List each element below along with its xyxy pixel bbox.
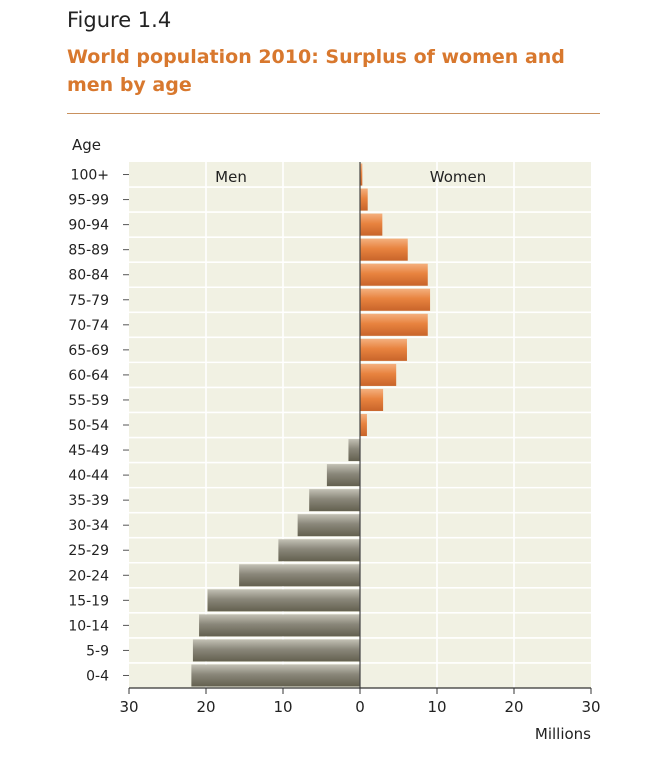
bar-0-4 — [191, 664, 360, 687]
bar-95-99 — [360, 188, 368, 211]
chart-title: World population 2010: Surplus of women … — [67, 46, 565, 96]
bar-5-9 — [192, 639, 360, 662]
x-tick-label: 10 — [427, 698, 446, 716]
y-tick-label: 40-44 — [68, 468, 109, 484]
women-side-label: Women — [430, 168, 486, 186]
x-tick-label: 20 — [196, 698, 215, 716]
y-tick-label: 55-59 — [68, 393, 109, 409]
y-tick-label: 100+ — [71, 168, 109, 184]
y-tick-label: 60-64 — [68, 368, 109, 384]
y-tick-label: 35-39 — [68, 493, 109, 509]
bar-80-84 — [360, 263, 428, 286]
bar-25-29 — [278, 539, 360, 562]
y-tick-label: 70-74 — [68, 318, 109, 334]
x-tick-label: 30 — [581, 698, 600, 716]
y-tick-label: 15-19 — [68, 593, 109, 609]
x-tick-label: 20 — [504, 698, 523, 716]
x-axis-title: Millions — [535, 725, 591, 743]
y-tick-label: 75-79 — [68, 293, 109, 309]
bar-10-14 — [199, 614, 360, 637]
y-tick-label: 85-89 — [68, 243, 109, 259]
figure-label: Figure 1.4 — [67, 8, 172, 32]
y-tick-label: 80-84 — [68, 268, 109, 284]
y-tick-label: 5-9 — [86, 643, 109, 659]
bar-45-49 — [348, 439, 360, 462]
bar-50-54 — [360, 413, 367, 437]
y-tick-label: 45-49 — [68, 443, 109, 459]
bar-90-94 — [360, 213, 383, 236]
y-tick-label: 90-94 — [68, 218, 109, 234]
bar-20-24 — [239, 564, 360, 587]
bar-40-44 — [326, 464, 360, 487]
bar-65-69 — [360, 338, 407, 361]
bar-60-64 — [360, 363, 397, 386]
title-divider — [67, 113, 600, 114]
bar-30-34 — [297, 514, 360, 537]
y-tick-label: 20-24 — [68, 568, 109, 584]
men-side-label: Men — [215, 168, 247, 186]
y-tick-label: 50-54 — [68, 418, 109, 434]
y-tick-label: 65-69 — [68, 343, 109, 359]
y-tick-label: 10-14 — [68, 618, 109, 634]
y-tick-label: 30-34 — [68, 518, 109, 534]
bar-35-39 — [309, 489, 360, 512]
x-tick-label: 0 — [355, 698, 365, 716]
bar-15-19 — [207, 589, 360, 612]
y-tick-label: 25-29 — [68, 543, 109, 559]
bar-85-89 — [360, 238, 408, 261]
x-tick-label: 10 — [273, 698, 292, 716]
bar-100+ — [360, 163, 363, 186]
x-tick-label: 30 — [119, 698, 138, 716]
y-axis-title: Age — [72, 136, 101, 154]
y-tick-label: 95-99 — [68, 193, 109, 209]
bar-70-74 — [360, 313, 428, 336]
bar-75-79 — [360, 288, 431, 311]
bar-55-59 — [360, 388, 384, 411]
y-tick-label: 0-4 — [86, 668, 109, 684]
